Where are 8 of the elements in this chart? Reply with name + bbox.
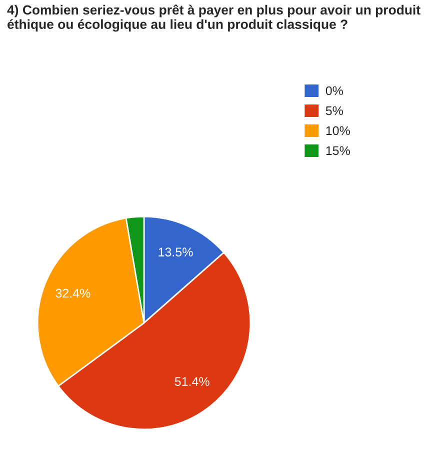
legend-label: 15% (326, 146, 350, 156)
data-label: 51.4% (174, 377, 210, 386)
legend-label: 10% (326, 126, 350, 136)
data-label: 32.4% (56, 288, 90, 298)
legend-label: 0% (326, 86, 343, 96)
chart-title: 4) Combien seriez-vous prêt à payer en plus pour avoir un produit éthique ou écologique au lieu d'un produit classique ? (7, 4, 420, 32)
legend-label: 5% (326, 106, 343, 116)
data-label: 13.5% (158, 248, 193, 256)
